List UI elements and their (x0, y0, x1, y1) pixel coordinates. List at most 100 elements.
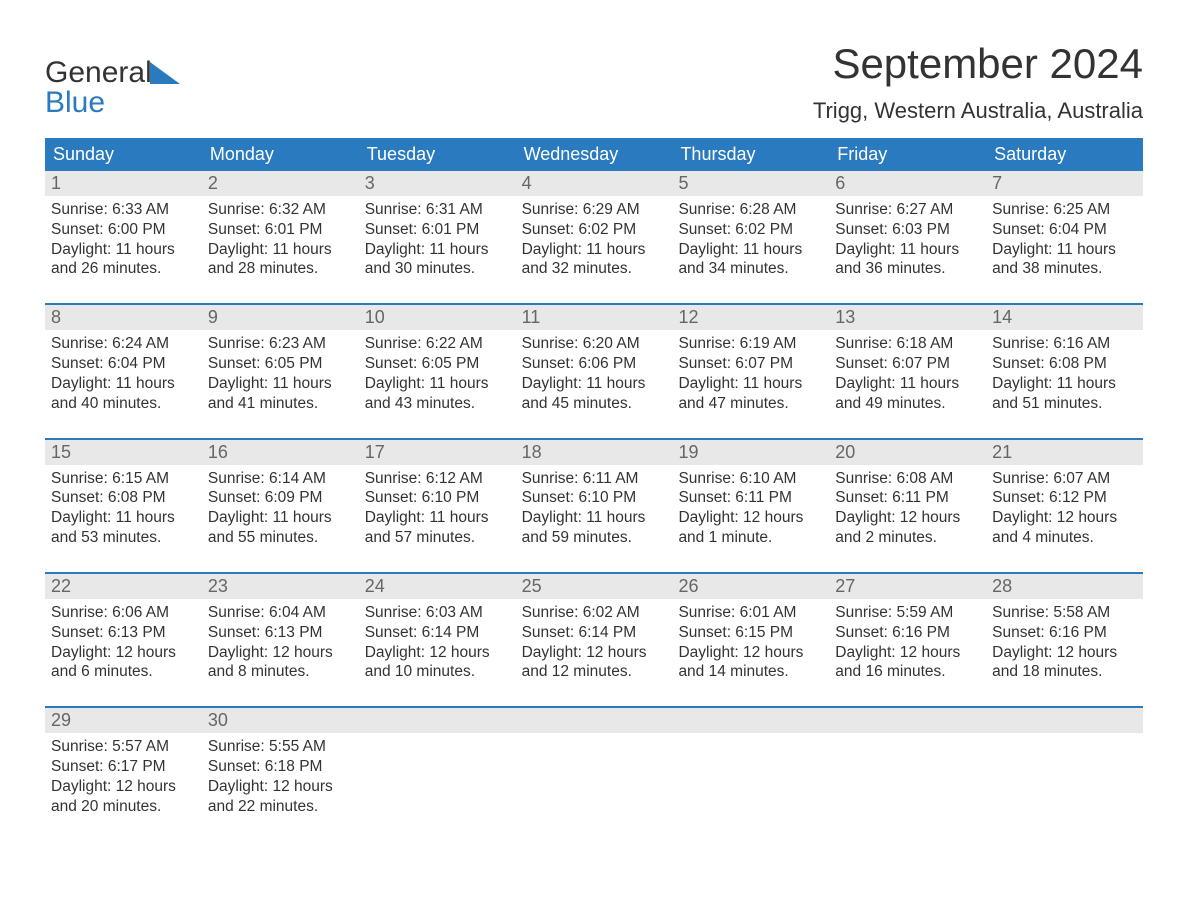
calendar-day (986, 708, 1143, 822)
calendar-day: 10Sunrise: 6:22 AMSunset: 6:05 PMDayligh… (359, 305, 516, 419)
sunrise-line: Sunrise: 6:28 AM (678, 200, 823, 220)
daylight-line: Daylight: 11 hours and 47 minutes. (678, 374, 823, 414)
calendar-day: 3Sunrise: 6:31 AMSunset: 6:01 PMDaylight… (359, 171, 516, 285)
daylight-line: Daylight: 11 hours and 30 minutes. (365, 240, 510, 280)
sunset-line: Sunset: 6:01 PM (365, 220, 510, 240)
day-number: 29 (45, 708, 202, 733)
brand-triangle-icon (150, 62, 180, 84)
weekday-sunday: Sunday (45, 138, 202, 171)
day-number: 15 (45, 440, 202, 465)
day-body: Sunrise: 6:25 AMSunset: 6:04 PMDaylight:… (986, 200, 1143, 279)
sunset-line: Sunset: 6:10 PM (365, 488, 510, 508)
day-number: 8 (45, 305, 202, 330)
sunrise-line: Sunrise: 6:32 AM (208, 200, 353, 220)
weekday-thursday: Thursday (672, 138, 829, 171)
day-number: 13 (829, 305, 986, 330)
day-body: Sunrise: 6:02 AMSunset: 6:14 PMDaylight:… (516, 603, 673, 682)
daylight-line: Daylight: 12 hours and 2 minutes. (835, 508, 980, 548)
calendar-day: 11Sunrise: 6:20 AMSunset: 6:06 PMDayligh… (516, 305, 673, 419)
calendar-day: 18Sunrise: 6:11 AMSunset: 6:10 PMDayligh… (516, 440, 673, 554)
sunset-line: Sunset: 6:16 PM (992, 623, 1137, 643)
sunset-line: Sunset: 6:01 PM (208, 220, 353, 240)
sunset-line: Sunset: 6:14 PM (365, 623, 510, 643)
sunrise-line: Sunrise: 6:31 AM (365, 200, 510, 220)
calendar-day: 28 Sunrise: 5:58 AMSunset: 6:16 PMDayligh… (986, 574, 1143, 688)
daylight-line: Daylight: 12 hours and 16 minutes. (835, 643, 980, 683)
sunset-line: Sunset: 6:05 PM (208, 354, 353, 374)
day-number (829, 708, 986, 733)
daylight-line: Daylight: 12 hours and 4 minutes. (992, 508, 1137, 548)
title-block: September 2024 Trigg, Western Australia,… (813, 40, 1143, 124)
day-number: 25 (516, 574, 673, 599)
daylight-line: Daylight: 11 hours and 26 minutes. (51, 240, 196, 280)
day-number: 27 (829, 574, 986, 599)
day-number: 5 (672, 171, 829, 196)
day-body: Sunrise: 6:01 AMSunset: 6:15 PMDaylight:… (672, 603, 829, 682)
sunset-line: Sunset: 6:12 PM (992, 488, 1137, 508)
daylight-line: Daylight: 12 hours and 20 minutes. (51, 777, 196, 817)
day-body: Sunrise: 6:22 AMSunset: 6:05 PMDaylight:… (359, 334, 516, 413)
sunset-line: Sunset: 6:10 PM (522, 488, 667, 508)
calendar-day: 16Sunrise: 6:14 AMSunset: 6:09 PMDayligh… (202, 440, 359, 554)
week-row: 15Sunrise: 6:15 AMSunset: 6:08 PMDayligh… (45, 438, 1143, 554)
sunrise-line: Sunrise: 6:10 AM (678, 469, 823, 489)
calendar-day (829, 708, 986, 822)
calendar-day: 12 Sunrise: 6:19 AMSunset: 6:07 PMDayligh… (672, 305, 829, 419)
calendar-day: 1Sunrise: 6:33 AMSunset: 6:00 PMDaylight… (45, 171, 202, 285)
calendar-day: 19Sunrise: 6:10 AMSunset: 6:11 PMDayligh… (672, 440, 829, 554)
daylight-line: Daylight: 12 hours and 12 minutes. (522, 643, 667, 683)
sunrise-line: Sunrise: 6:22 AM (365, 334, 510, 354)
calendar-day: 17Sunrise: 6:12 AMSunset: 6:10 PMDayligh… (359, 440, 516, 554)
sunset-line: Sunset: 6:15 PM (678, 623, 823, 643)
calendar-day: 21Sunrise: 6:07 AMSunset: 6:12 PMDayligh… (986, 440, 1143, 554)
day-body: Sunrise: 6:14 AMSunset: 6:09 PMDaylight:… (202, 469, 359, 548)
day-number: 2 (202, 171, 359, 196)
day-number: 6 (829, 171, 986, 196)
sunset-line: Sunset: 6:06 PM (522, 354, 667, 374)
day-body: Sunrise: 5:55 AMSunset: 6:18 PMDaylight:… (202, 737, 359, 816)
sunset-line: Sunset: 6:04 PM (992, 220, 1137, 240)
daylight-line: Daylight: 12 hours and 1 minute. (678, 508, 823, 548)
day-body: Sunrise: 6:08 AMSunset: 6:11 PMDaylight:… (829, 469, 986, 548)
calendar-day (516, 708, 673, 822)
day-number: 24 (359, 574, 516, 599)
week-row: 22 Sunrise: 6:06 AMSunset: 6:13 PMDayligh… (45, 572, 1143, 688)
daylight-line: Daylight: 12 hours and 8 minutes. (208, 643, 353, 683)
day-body: Sunrise: 6:29 AMSunset: 6:02 PMDaylight:… (516, 200, 673, 279)
daylight-line: Daylight: 11 hours and 38 minutes. (992, 240, 1137, 280)
day-number (516, 708, 673, 733)
day-body: Sunrise: 6:06 AMSunset: 6:13 PMDaylight:… (45, 603, 202, 682)
calendar-day: 6Sunrise: 6:27 AMSunset: 6:03 PMDaylight… (829, 171, 986, 285)
week-row: 8 Sunrise: 6:24 AMSunset: 6:04 PMDaylight… (45, 303, 1143, 419)
sunrise-line: Sunrise: 6:24 AM (51, 334, 196, 354)
sunset-line: Sunset: 6:17 PM (51, 757, 196, 777)
day-number: 28 (986, 574, 1143, 599)
sunrise-line: Sunrise: 6:01 AM (678, 603, 823, 623)
day-number (986, 708, 1143, 733)
daylight-line: Daylight: 12 hours and 14 minutes. (678, 643, 823, 683)
day-body: Sunrise: 6:10 AMSunset: 6:11 PMDaylight:… (672, 469, 829, 548)
week-row: 29Sunrise: 5:57 AMSunset: 6:17 PMDayligh… (45, 706, 1143, 822)
daylight-line: Daylight: 12 hours and 22 minutes. (208, 777, 353, 817)
weekday-saturday: Saturday (986, 138, 1143, 171)
day-body: Sunrise: 5:58 AMSunset: 6:16 PMDaylight:… (986, 603, 1143, 682)
calendar-day (672, 708, 829, 822)
day-number: 11 (516, 305, 673, 330)
daylight-line: Daylight: 11 hours and 43 minutes. (365, 374, 510, 414)
sunset-line: Sunset: 6:09 PM (208, 488, 353, 508)
day-body: Sunrise: 6:19 AMSunset: 6:07 PMDaylight:… (672, 334, 829, 413)
day-body: Sunrise: 6:28 AMSunset: 6:02 PMDaylight:… (672, 200, 829, 279)
day-body: Sunrise: 6:07 AMSunset: 6:12 PMDaylight:… (986, 469, 1143, 548)
daylight-line: Daylight: 11 hours and 40 minutes. (51, 374, 196, 414)
sunset-line: Sunset: 6:08 PM (51, 488, 196, 508)
day-body: Sunrise: 6:04 AMSunset: 6:13 PMDaylight:… (202, 603, 359, 682)
sunrise-line: Sunrise: 6:14 AM (208, 469, 353, 489)
day-body: Sunrise: 6:24 AMSunset: 6:04 PMDaylight:… (45, 334, 202, 413)
sunrise-line: Sunrise: 6:18 AM (835, 334, 980, 354)
day-number: 22 (45, 574, 202, 599)
daylight-line: Daylight: 11 hours and 57 minutes. (365, 508, 510, 548)
sunrise-line: Sunrise: 5:57 AM (51, 737, 196, 757)
day-number: 12 (672, 305, 829, 330)
sunset-line: Sunset: 6:14 PM (522, 623, 667, 643)
sunrise-line: Sunrise: 6:02 AM (522, 603, 667, 623)
